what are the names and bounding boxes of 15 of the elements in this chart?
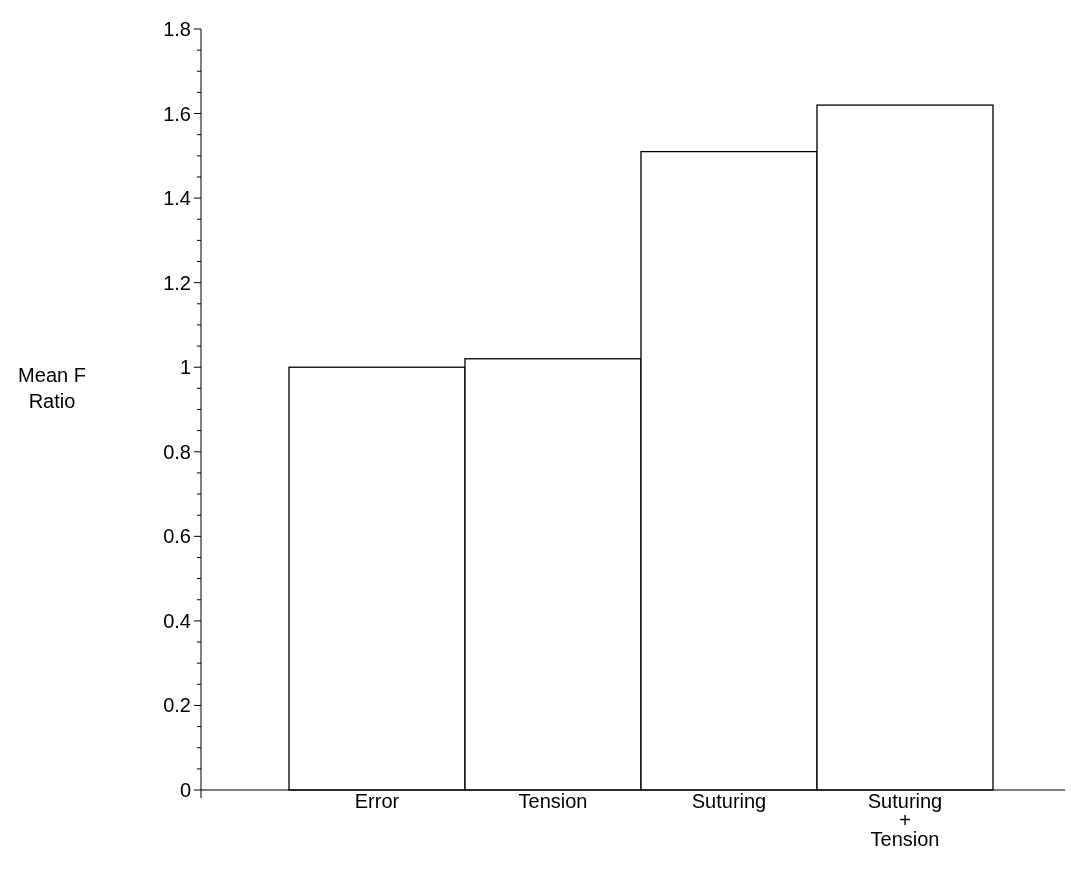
y-tick-label: 1 [179,356,191,379]
x-tick-label: Suturing + Tension [867,790,943,850]
y-tick-label: 0.8 [163,440,191,463]
y-tick-label: 1.4 [163,187,191,210]
y-tick-label: 0 [179,779,191,801]
y-tick-label: 0.6 [163,525,191,548]
x-tick-label: Suturing [691,790,767,812]
x-tick-label: Error [354,790,400,812]
x-tick-label: Tension [518,790,588,812]
y-tick-label: 1.2 [163,271,191,294]
y-tick-label: 0.4 [163,609,191,632]
y-tick-label: 1.8 [163,18,191,40]
y-tick-label: 1.6 [163,102,191,125]
y-tick-label: 0.2 [163,694,191,717]
y-axis-title: Mean F Ratio [18,364,86,412]
